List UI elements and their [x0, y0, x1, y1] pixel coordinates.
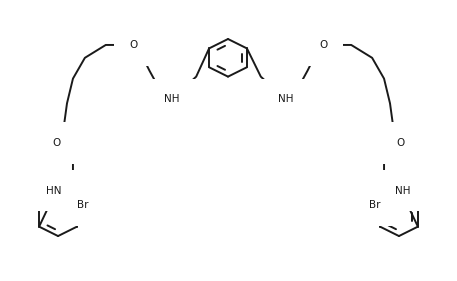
- Text: Br: Br: [369, 200, 380, 210]
- Text: NH: NH: [395, 185, 411, 196]
- Text: O: O: [52, 138, 60, 148]
- Text: NH: NH: [164, 94, 179, 105]
- Text: Br: Br: [77, 200, 88, 210]
- Text: NH: NH: [278, 94, 293, 105]
- Text: O: O: [397, 138, 405, 148]
- Text: O: O: [129, 40, 138, 50]
- Text: HN: HN: [46, 185, 62, 196]
- Text: O: O: [319, 40, 328, 50]
